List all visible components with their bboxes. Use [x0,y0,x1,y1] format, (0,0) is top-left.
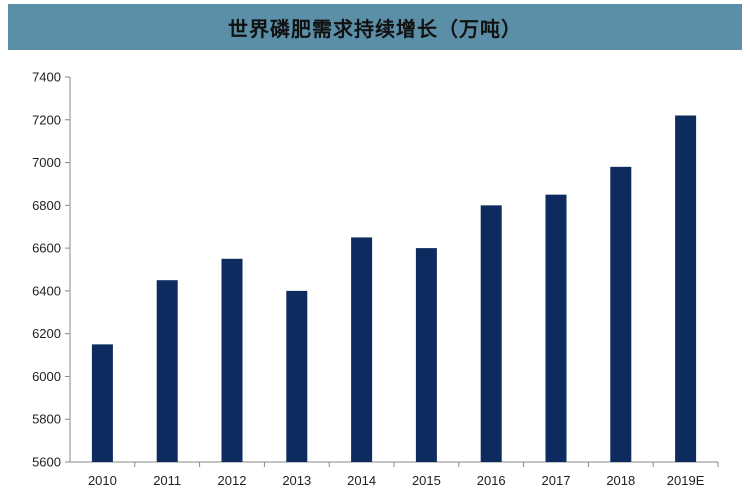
y-tick-label: 6200 [32,326,61,341]
x-tick-label: 2014 [347,473,376,488]
y-tick-label: 6000 [32,369,61,384]
bar [91,344,113,462]
x-tick-label: 2018 [606,473,635,488]
x-tick-label: 2013 [282,473,311,488]
x-tick-label: 2010 [88,473,117,488]
chart-title-bar: 世界磷肥需求持续增长（万吨） [8,4,742,50]
y-tick-label: 6400 [32,283,61,298]
bar [480,205,502,463]
x-tick-label: 2016 [477,473,506,488]
y-tick-label: 5600 [32,455,61,470]
y-tick-label: 7200 [32,112,61,127]
bar [156,280,178,462]
y-tick-label: 6800 [32,198,61,213]
bar [545,194,567,462]
bar [675,115,697,462]
y-tick-label: 7400 [32,70,61,85]
chart-title: 世界磷肥需求持续增长（万吨） [228,16,522,41]
x-tick-label: 2015 [412,473,441,488]
bar [221,258,243,462]
x-tick-label: 2012 [218,473,247,488]
x-tick-label: 2017 [542,473,571,488]
y-tick-label: 6600 [32,241,61,256]
x-tick-label: 2011 [153,473,181,488]
bar [610,166,632,463]
bar [415,248,437,462]
bar [286,290,308,462]
x-tick-label: 2019E [667,473,705,488]
y-tick-label: 7000 [32,155,61,170]
bar [351,237,373,462]
y-tick-label: 5800 [32,412,61,427]
